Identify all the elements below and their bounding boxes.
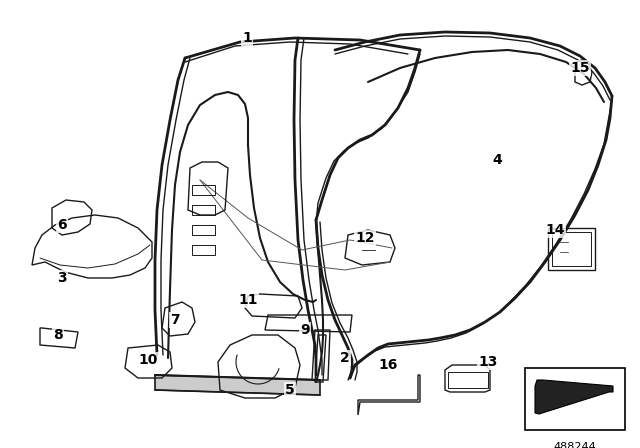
- Text: 14: 14: [545, 223, 564, 237]
- Text: 11: 11: [238, 293, 258, 307]
- Text: 3: 3: [57, 271, 67, 285]
- Polygon shape: [155, 375, 320, 395]
- Text: 488244: 488244: [554, 442, 596, 448]
- Text: 4: 4: [492, 153, 502, 167]
- Text: 12: 12: [355, 231, 375, 245]
- Text: 9: 9: [300, 323, 310, 337]
- Bar: [525, 368, 625, 430]
- Text: 2: 2: [340, 351, 350, 365]
- Text: 6: 6: [57, 218, 67, 232]
- Text: 10: 10: [138, 353, 157, 367]
- Polygon shape: [535, 380, 613, 414]
- Text: 1: 1: [242, 31, 252, 45]
- Text: 15: 15: [570, 61, 589, 75]
- Text: 7: 7: [170, 313, 180, 327]
- Text: 13: 13: [478, 355, 498, 369]
- Text: 8: 8: [53, 328, 63, 342]
- Text: 16: 16: [378, 358, 397, 372]
- Text: 5: 5: [285, 383, 295, 397]
